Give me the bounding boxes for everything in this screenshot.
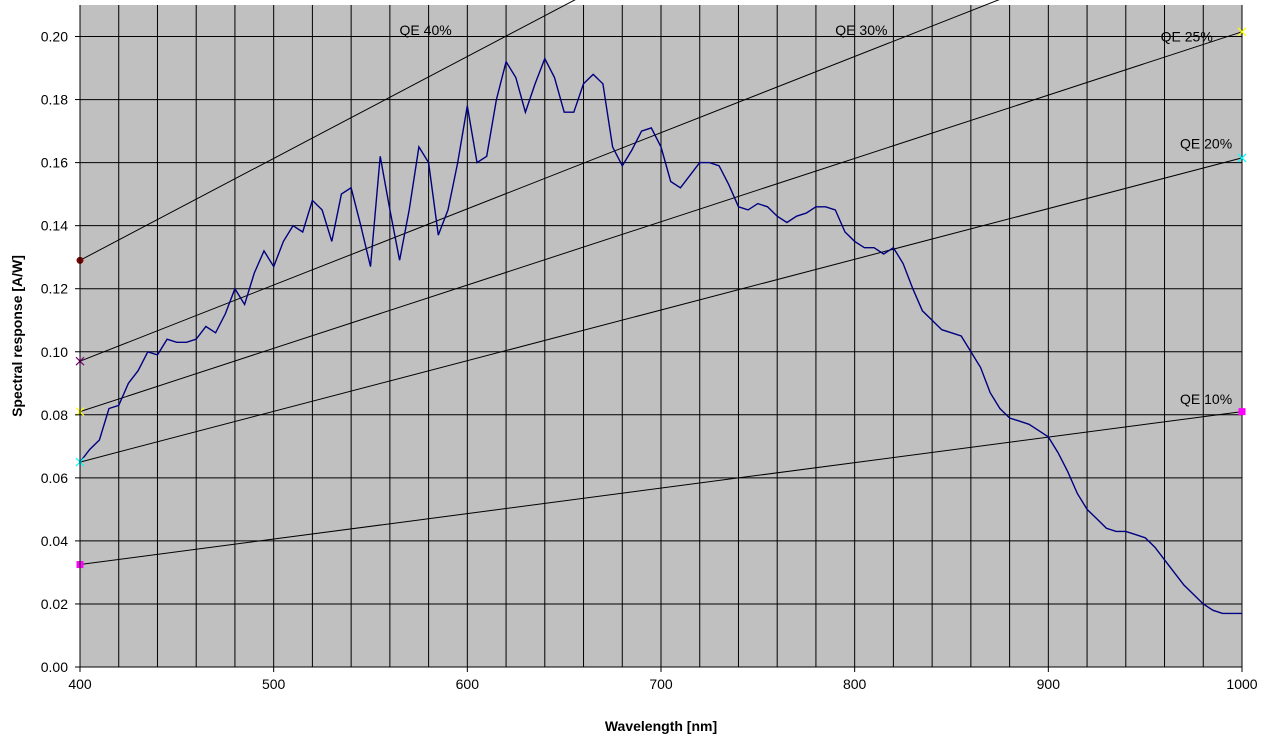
qe-line-label: QE 30% (835, 22, 887, 38)
qe-marker (1237, 153, 1247, 163)
x-tick-label: 1000 (1226, 676, 1257, 692)
qe-line (79, 0, 1000, 362)
spectral-response-line (79, 56, 1242, 615)
y-axis-ticks: 0.00 0.02 0.04 0.06 0.08 0.10 0.12 0.14 0.16 0.18… (41, 29, 80, 675)
y-tick-label: 0.06 (41, 470, 68, 486)
qe-line (79, 31, 1243, 413)
gridlines (80, 5, 1243, 667)
y-tick-label: 0.00 (41, 659, 68, 675)
y-tick-label: 0.12 (41, 281, 68, 297)
qe-marker (1238, 408, 1246, 416)
x-tick-label: 500 (262, 676, 286, 692)
x-tick-label: 800 (843, 676, 867, 692)
qe-marker (1237, 27, 1247, 37)
qe-line (79, 0, 576, 261)
y-tick-label: 0.18 (41, 92, 68, 108)
y-tick-label: 0.10 (41, 344, 68, 360)
qe-labels: QE 40% QE 30% QE 25% QE 20% QE 10% (400, 22, 1233, 407)
y-tick-label: 0.16 (41, 155, 68, 171)
qe-line-label: QE 10% (1180, 391, 1232, 407)
qe-line-label: QE 25% (1161, 28, 1213, 44)
y-tick-label: 0.02 (41, 596, 68, 612)
qe-line (79, 157, 1243, 463)
x-axis-title: Wavelength [nm] (605, 718, 717, 734)
x-axis-ticks: 400 500 600 700 800 900 1000 (68, 667, 1258, 692)
x-tick-label: 400 (68, 676, 92, 692)
qe-line-label: QE 40% (400, 22, 452, 38)
y-axis-title: Spectral response [A/W] (9, 255, 25, 417)
y-tick-label: 0.20 (41, 29, 68, 45)
y-tick-label: 0.14 (41, 218, 68, 234)
qe-line-label: QE 20% (1180, 135, 1232, 151)
x-tick-label: 600 (456, 676, 480, 692)
y-tick-label: 0.04 (41, 533, 68, 549)
y-tick-label: 0.08 (41, 407, 68, 423)
x-tick-label: 700 (649, 676, 673, 692)
x-tick-label: 900 (1037, 676, 1061, 692)
